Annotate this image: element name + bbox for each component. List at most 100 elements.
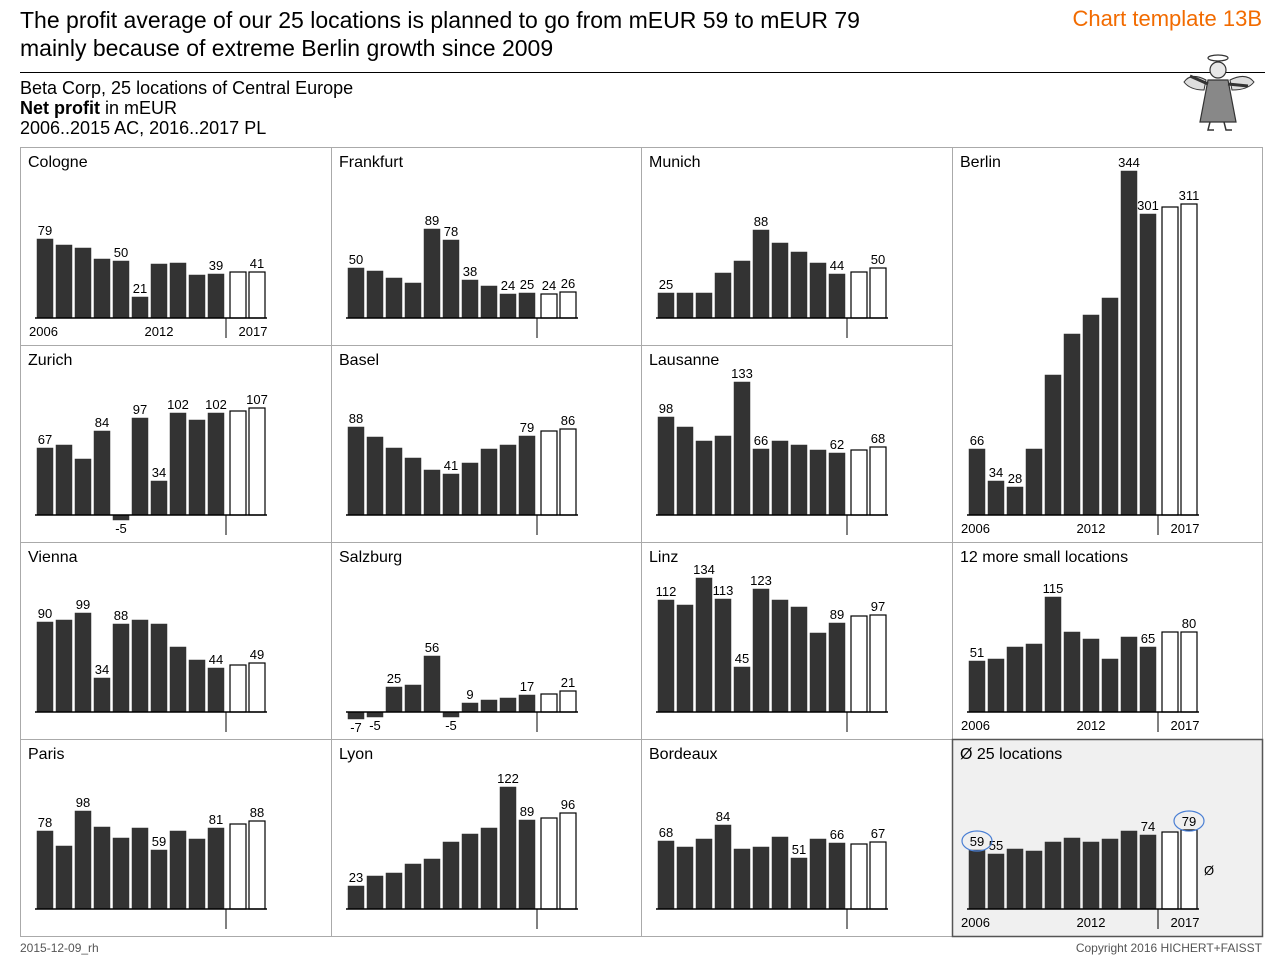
chart-panel: Paris 78 98 59 81 88	[20, 739, 332, 937]
panel-title: Salzburg	[339, 549, 402, 566]
actual-bar	[93, 677, 111, 713]
actual-bar	[733, 381, 751, 516]
data-label: 34	[95, 662, 109, 677]
actual-bar	[93, 258, 111, 319]
actual-bar	[112, 837, 130, 910]
actual-bar	[461, 462, 479, 516]
actual-bar	[1120, 170, 1138, 516]
data-label: 65	[1141, 631, 1155, 646]
actual-bar	[828, 452, 846, 516]
measure-bold: Net profit	[20, 98, 100, 118]
plan-bar	[248, 407, 266, 516]
actual-bar	[385, 872, 403, 910]
actual-bar	[657, 416, 675, 516]
actual-bar	[733, 666, 751, 713]
actual-bar	[461, 279, 479, 319]
actual-bar	[828, 273, 846, 319]
plan-bar	[1161, 631, 1179, 713]
year-label: 2017	[1171, 718, 1200, 733]
panel-title: Paris	[28, 746, 64, 763]
actual-bar	[55, 244, 73, 319]
actual-bar	[385, 277, 403, 319]
actual-bar	[1101, 838, 1119, 910]
data-label: 56	[425, 640, 439, 655]
actual-bar	[404, 684, 422, 713]
actual-bar	[55, 619, 73, 713]
actual-bar	[1025, 448, 1043, 516]
panel-title: Lausanne	[649, 352, 719, 369]
data-label: 28	[1008, 471, 1022, 486]
data-label: 51	[970, 645, 984, 660]
data-label: 80	[1182, 616, 1196, 631]
data-label: 41	[444, 458, 458, 473]
actual-bar	[987, 853, 1005, 910]
data-label: 50	[349, 252, 363, 267]
data-label: 44	[830, 258, 844, 273]
actual-bar	[695, 292, 713, 319]
actual-bar	[771, 440, 789, 516]
actual-bar	[36, 447, 54, 516]
data-label: 78	[444, 224, 458, 239]
data-label: 41	[250, 256, 264, 271]
chart-subtitle: Beta Corp, 25 locations of Central Europ…	[20, 78, 353, 138]
plan-bar	[559, 291, 577, 319]
actual-bar	[480, 448, 498, 516]
actual-bar	[1006, 486, 1024, 516]
plan-bar	[869, 614, 887, 713]
actual-bar	[1006, 848, 1024, 910]
data-label: 81	[209, 812, 223, 827]
actual-bar	[366, 875, 384, 910]
actual-bar	[752, 448, 770, 516]
panel-title: 12 more small locations	[960, 549, 1128, 566]
data-label: 68	[871, 431, 885, 446]
data-label: -5	[369, 718, 381, 733]
data-label: 34	[152, 465, 166, 480]
actual-bar	[347, 885, 365, 910]
actual-bar	[423, 655, 441, 713]
chart-panel: Lausanne 98 133 66 62 68	[641, 345, 953, 543]
title-line-2: mainly because of extreme Berlin growth …	[20, 35, 554, 61]
actual-bar	[828, 622, 846, 713]
actual-bar	[480, 285, 498, 319]
actual-bar	[169, 412, 187, 516]
year-label: 2006	[961, 915, 990, 930]
chart-panel: Zurich 67 84 -5 97 34 102 102 107	[20, 345, 332, 543]
actual-bar	[55, 444, 73, 516]
actual-bar	[1139, 646, 1157, 713]
actual-bar	[74, 612, 92, 713]
actual-bar	[1063, 837, 1081, 910]
actual-bar	[169, 830, 187, 910]
actual-bar	[131, 827, 149, 910]
data-label: -5	[445, 718, 457, 733]
actual-bar	[499, 444, 517, 516]
actual-bar	[1063, 333, 1081, 516]
data-label: 98	[659, 401, 673, 416]
plan-bar	[850, 843, 868, 910]
data-label: 17	[520, 679, 534, 694]
chart-panel: Frankfurt 50 89 78 38 24 25 24 26	[331, 147, 642, 346]
actual-bar	[207, 667, 225, 713]
actual-bar	[442, 473, 460, 516]
plan-bar	[540, 293, 558, 319]
data-label: 89	[425, 213, 439, 228]
actual-bar	[676, 292, 694, 319]
plan-bar	[1180, 203, 1198, 516]
actual-bar	[188, 659, 206, 713]
actual-bar	[752, 229, 770, 319]
year-label: 2017	[1171, 521, 1200, 536]
actual-bar	[1120, 830, 1138, 910]
actual-bar	[74, 810, 92, 910]
data-label: 79	[1182, 814, 1196, 829]
plan-bar	[229, 823, 247, 910]
actual-bar	[518, 435, 536, 516]
actual-bar	[169, 646, 187, 713]
data-label: 9	[466, 687, 473, 702]
actual-bar	[347, 711, 365, 720]
actual-bar	[461, 702, 479, 713]
actual-bar	[207, 412, 225, 516]
plan-bar	[248, 271, 266, 319]
actual-bar	[366, 270, 384, 319]
actual-bar	[1006, 646, 1024, 713]
data-label: 84	[95, 415, 109, 430]
actual-bar	[1082, 841, 1100, 910]
